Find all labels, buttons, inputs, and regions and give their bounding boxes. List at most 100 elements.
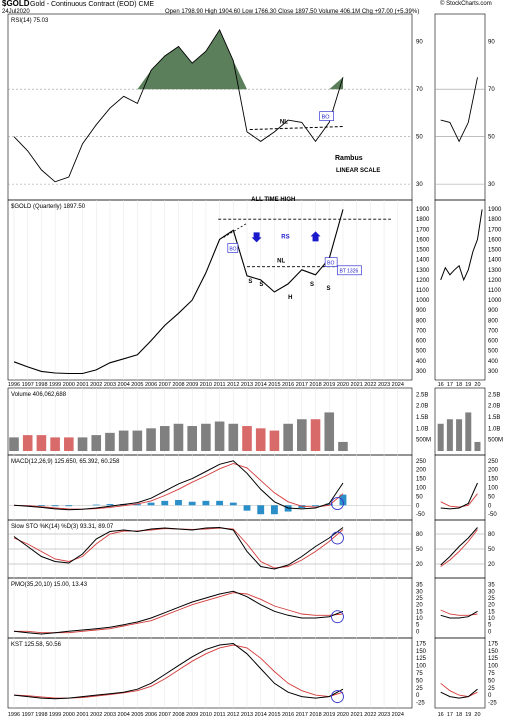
price-mini-tick-label: 1900 bbox=[488, 207, 502, 213]
volume-mini-bar bbox=[474, 441, 481, 451]
price-mini-tick-label: 900 bbox=[488, 308, 499, 314]
volume-mini-bar bbox=[437, 423, 444, 451]
macd-title: MACD(12,26,9) 125.650, 65.392, 60.258 bbox=[11, 459, 120, 465]
macd-mini-main-line bbox=[440, 482, 478, 510]
kst-tick-label: 150 bbox=[416, 649, 427, 655]
macd-hist-bar bbox=[270, 505, 278, 515]
price-mini-tick-label: 1100 bbox=[488, 288, 502, 294]
price-mini-tick-label: 1000 bbox=[488, 298, 502, 304]
macd-mini-tick-label: 250 bbox=[488, 459, 499, 465]
pmo-tick-label: 0 bbox=[416, 629, 420, 635]
macd-hist-bar bbox=[147, 502, 155, 506]
macd-hist-bar bbox=[339, 494, 347, 506]
x-axis-label-bottom: 2013 bbox=[241, 712, 253, 718]
sto-mini-tick-label: 20 bbox=[488, 562, 495, 568]
x-axis-label-bottom: 1996 bbox=[8, 712, 20, 718]
price-tick-label: 300 bbox=[416, 369, 427, 375]
pmo-mini-tick-label: 15 bbox=[488, 609, 495, 615]
macd-tick-label: 200 bbox=[416, 468, 427, 474]
volume-mini-bar bbox=[456, 419, 463, 451]
linear-scale-label: LINEAR SCALE bbox=[336, 168, 380, 174]
price-mini-tick-label: 1800 bbox=[488, 217, 502, 223]
volume-mini-tick-label: 2.0B bbox=[488, 404, 500, 410]
macd-hist-bar bbox=[161, 500, 169, 506]
volume-bar bbox=[132, 430, 143, 451]
pmo-tick-label: 25 bbox=[416, 596, 423, 602]
x-axis-label-top: 2018 bbox=[309, 382, 321, 388]
price-mini-tick-label: 600 bbox=[488, 339, 499, 345]
rsi-tick-label: 50 bbox=[416, 135, 423, 141]
x-axis-label-bottom: 2014 bbox=[255, 712, 267, 718]
panel-frame-1 bbox=[7, 199, 413, 381]
mini-x-axis-label-bottom: 18 bbox=[456, 712, 462, 718]
macd-mini-tick-label: 200 bbox=[488, 468, 499, 474]
sto-mini-signal-line bbox=[440, 529, 478, 567]
price-mini-tick-label: 1700 bbox=[488, 227, 502, 233]
x-axis-label-top: 2017 bbox=[296, 382, 308, 388]
x-axis-label-bottom: 2019 bbox=[323, 712, 335, 718]
kst-mini-tick-label: -25 bbox=[488, 701, 497, 707]
x-axis-label-bottom: 2004 bbox=[118, 712, 130, 718]
x-axis-label-top: 2024 bbox=[392, 382, 404, 388]
mini-panel-frame-1 bbox=[434, 199, 486, 381]
kst-mini-tick-label: 25 bbox=[488, 686, 495, 692]
rsi-mini-tick-label: 30 bbox=[488, 182, 495, 188]
macd-tick-label: 50 bbox=[416, 494, 423, 500]
sto-mini-main-line bbox=[440, 527, 478, 566]
x-axis-label-bottom: 2018 bbox=[309, 712, 321, 718]
down-arrow bbox=[251, 232, 262, 243]
pmo-mini-tick-label: 10 bbox=[488, 616, 495, 622]
kst-highlight-circle bbox=[331, 690, 344, 704]
x-axis-label-bottom: 2005 bbox=[131, 712, 143, 718]
volume-tick-label: 2.5B bbox=[416, 392, 428, 398]
volume-tick-label: 1.5B bbox=[416, 415, 428, 421]
x-axis-label-top: 1997 bbox=[22, 382, 34, 388]
price-tick-label: 1100 bbox=[416, 288, 430, 294]
x-axis-label-top: 2008 bbox=[172, 382, 184, 388]
x-axis-label-top: 1998 bbox=[35, 382, 47, 388]
x-axis-label-bottom: 2016 bbox=[282, 712, 294, 718]
price-mini-tick-label: 1200 bbox=[488, 278, 502, 284]
volume-bar bbox=[201, 423, 211, 451]
x-axis-label-bottom: 2022 bbox=[364, 712, 376, 718]
sto-highlight-circle bbox=[331, 531, 344, 545]
volume-bar bbox=[64, 437, 74, 451]
kst-mini-tick-label: 100 bbox=[488, 664, 499, 670]
x-axis-label-bottom: 2021 bbox=[351, 712, 363, 718]
price-mini-tick-label: 400 bbox=[488, 359, 499, 365]
x-axis-label-top: 2022 bbox=[364, 382, 376, 388]
kst-tick-label: 50 bbox=[416, 678, 423, 684]
volume-bar bbox=[338, 441, 348, 451]
x-axis-label-top: 2016 bbox=[282, 382, 294, 388]
volume-title: Volume 406,062,688 bbox=[11, 392, 67, 398]
kst-mini-tick-label: 0 bbox=[488, 693, 492, 699]
price-mini-tick-label: 1600 bbox=[488, 237, 502, 243]
x-axis-label-top: 2004 bbox=[118, 382, 130, 388]
volume-bar bbox=[105, 432, 115, 451]
nl-label: NL bbox=[277, 259, 285, 265]
price-tick-label: 900 bbox=[416, 308, 427, 314]
macd-tick-label: 150 bbox=[416, 477, 427, 483]
volume-mini-tick-label: 1.5B bbox=[488, 415, 500, 421]
price-tick-label: 1000 bbox=[416, 298, 430, 304]
volume-bar bbox=[242, 426, 252, 451]
s1-label: S bbox=[248, 279, 252, 285]
price-mini-tick-label: 300 bbox=[488, 369, 499, 375]
price-tick-label: 1200 bbox=[416, 278, 430, 284]
pmo-title: PMO(35,20,10) 15.00, 13.43 bbox=[11, 582, 88, 588]
pmo-mini-tick-label: 0 bbox=[488, 629, 492, 635]
volume-bar bbox=[22, 435, 33, 451]
sto-tick-label: 50 bbox=[416, 547, 423, 553]
macd-hist-bar bbox=[257, 505, 265, 515]
macd-main-line bbox=[13, 460, 344, 511]
mini-x-axis-label-top: 20 bbox=[474, 382, 480, 388]
rs-label: RS bbox=[281, 234, 289, 240]
kst-mini-tick-label: 75 bbox=[488, 671, 495, 677]
s2-label: S bbox=[259, 282, 263, 288]
pmo-tick-label: 5 bbox=[416, 623, 420, 629]
mini-panel-frame-0 bbox=[434, 13, 486, 201]
kst-mini-tick-label: 125 bbox=[488, 656, 499, 662]
mini-x-axis-label-bottom: 16 bbox=[438, 712, 444, 718]
volume-bar bbox=[9, 437, 19, 451]
pmo-main-line bbox=[13, 590, 344, 635]
